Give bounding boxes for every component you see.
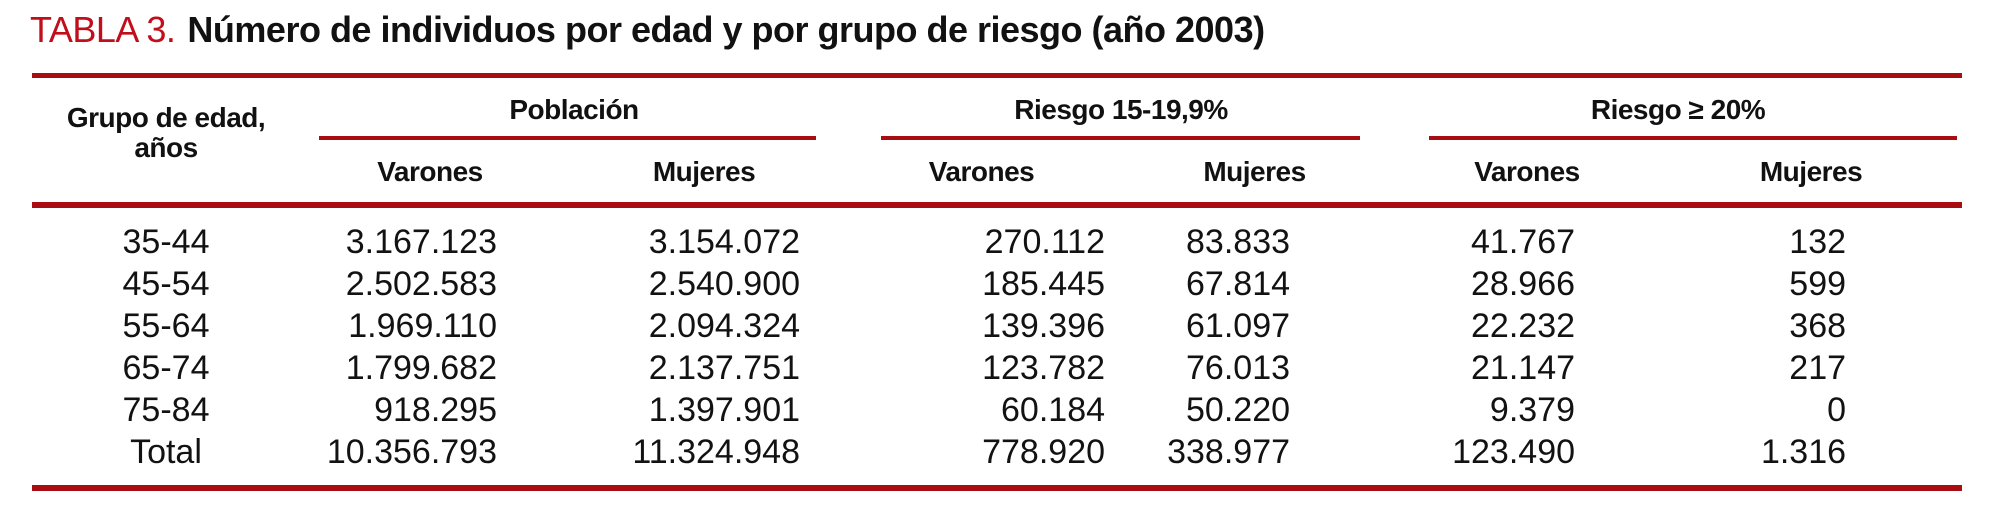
value-cell: 67.814 bbox=[1186, 264, 1291, 303]
value-cell: 918.295 bbox=[374, 390, 497, 429]
value-cell: 270.112 bbox=[984, 222, 1106, 261]
value-cell: 132 bbox=[1789, 222, 1847, 261]
value-cell: 21.147 bbox=[1471, 348, 1576, 387]
value-cell: 599 bbox=[1789, 264, 1847, 303]
table-title: TABLA 3. Número de individuos por edad y … bbox=[30, 8, 1265, 52]
table-row: 75-84 918.295 1.397.901 60.184 50.220 9.… bbox=[32, 389, 1962, 431]
value-cell: 123.490 bbox=[1452, 432, 1576, 471]
value-cell: 61.097 bbox=[1186, 306, 1291, 345]
age-group-cell: 75-84 bbox=[122, 390, 210, 429]
table-header: Grupo de edad, años Población Riesgo 15-… bbox=[32, 76, 1963, 205]
value-cell: 1.397.901 bbox=[648, 390, 801, 429]
row-group-header: Grupo de edad, años bbox=[66, 101, 266, 163]
age-group-cell: 55-64 bbox=[122, 306, 210, 345]
table-row: 55-64 1.969.110 2.094.324 139.396 61.097… bbox=[32, 305, 1962, 347]
subheader-mujeres-riesgo-15-19: Mujeres bbox=[1203, 156, 1306, 187]
value-cell: 1.969.110 bbox=[348, 306, 497, 345]
subheader-varones-poblacion: Varones bbox=[377, 156, 483, 187]
group-underline bbox=[319, 136, 817, 140]
value-cell: 368 bbox=[1789, 306, 1847, 345]
table-row: 65-74 1.799.682 2.137.751 123.782 76.013… bbox=[32, 347, 1962, 389]
value-cell: 1.316 bbox=[1760, 432, 1847, 471]
table-number-label: TABLA 3. bbox=[30, 9, 176, 50]
subheader-row: Varones Mujeres Varones Mujeres Varones … bbox=[32, 143, 1962, 205]
value-cell: 83.833 bbox=[1186, 222, 1291, 261]
table-container: Grupo de edad, años Población Riesgo 15-… bbox=[32, 73, 1963, 491]
subheader-varones-riesgo-15-19: Varones bbox=[928, 156, 1035, 187]
value-cell: 123.782 bbox=[982, 348, 1106, 387]
value-cell: 60.184 bbox=[1001, 390, 1106, 429]
group-underline bbox=[881, 136, 1361, 140]
subheader-mujeres-riesgo-20: Mujeres bbox=[1759, 156, 1863, 187]
group-underline bbox=[1429, 136, 1958, 140]
value-cell: 9.379 bbox=[1489, 390, 1576, 429]
value-cell: 76.013 bbox=[1186, 348, 1291, 387]
group-label-poblacion: Población bbox=[509, 94, 639, 125]
value-cell: 41.767 bbox=[1471, 222, 1576, 261]
value-cell: 3.167.123 bbox=[345, 222, 497, 261]
value-cell: 217 bbox=[1789, 348, 1847, 387]
subheader-mujeres-poblacion: Mujeres bbox=[652, 156, 756, 187]
value-cell: 2.137.751 bbox=[648, 348, 801, 387]
value-cell: 338.977 bbox=[1167, 432, 1291, 471]
group-header-row: Grupo de edad, años Población Riesgo 15-… bbox=[32, 76, 1962, 162]
value-cell: 778.920 bbox=[982, 432, 1106, 471]
age-group-cell: Total bbox=[130, 432, 202, 471]
value-cell: 185.445 bbox=[982, 264, 1106, 303]
group-label-riesgo-20: Riesgo ≥ 20% bbox=[1590, 94, 1766, 125]
age-group-cell: 45-54 bbox=[122, 264, 210, 303]
value-cell: 139.396 bbox=[982, 306, 1106, 345]
group-header-riesgo-15-19: Riesgo 15-19,9% bbox=[848, 76, 1394, 143]
value-cell: 0 bbox=[1827, 390, 1847, 429]
subheader-varones-riesgo-20: Varones bbox=[1474, 156, 1580, 187]
value-cell: 22.232 bbox=[1471, 306, 1576, 345]
value-cell: 3.154.072 bbox=[648, 222, 801, 261]
age-group-cell: 65-74 bbox=[122, 348, 210, 387]
value-cell: 2.094.324 bbox=[648, 306, 801, 345]
group-label-riesgo-15-19: Riesgo 15-19,9% bbox=[1014, 94, 1228, 125]
value-cell: 10.356.793 bbox=[326, 432, 497, 471]
value-cell: 50.220 bbox=[1186, 390, 1291, 429]
age-group-cell: 35-44 bbox=[122, 222, 210, 261]
group-header-riesgo-20: Riesgo ≥ 20% bbox=[1394, 76, 1962, 143]
value-cell: 2.540.900 bbox=[648, 264, 801, 303]
value-cell: 1.799.682 bbox=[345, 348, 497, 387]
group-header-poblacion: Población bbox=[300, 76, 848, 143]
table-body: 35-44 3.167.123 3.154.072 270.112 83.833… bbox=[32, 205, 1962, 488]
table-title-text: Número de individuos por edad y por grup… bbox=[187, 9, 1265, 50]
value-cell: 2.502.583 bbox=[345, 264, 497, 303]
table-row-total: Total 10.356.793 11.324.948 778.920 338.… bbox=[32, 431, 1962, 488]
value-cell: 11.324.948 bbox=[632, 432, 801, 471]
data-table: Grupo de edad, años Población Riesgo 15-… bbox=[32, 73, 1963, 491]
value-cell: 28.966 bbox=[1471, 264, 1576, 303]
table-row: 35-44 3.167.123 3.154.072 270.112 83.833… bbox=[32, 205, 1962, 263]
table-row: 45-54 2.502.583 2.540.900 185.445 67.814… bbox=[32, 263, 1962, 305]
